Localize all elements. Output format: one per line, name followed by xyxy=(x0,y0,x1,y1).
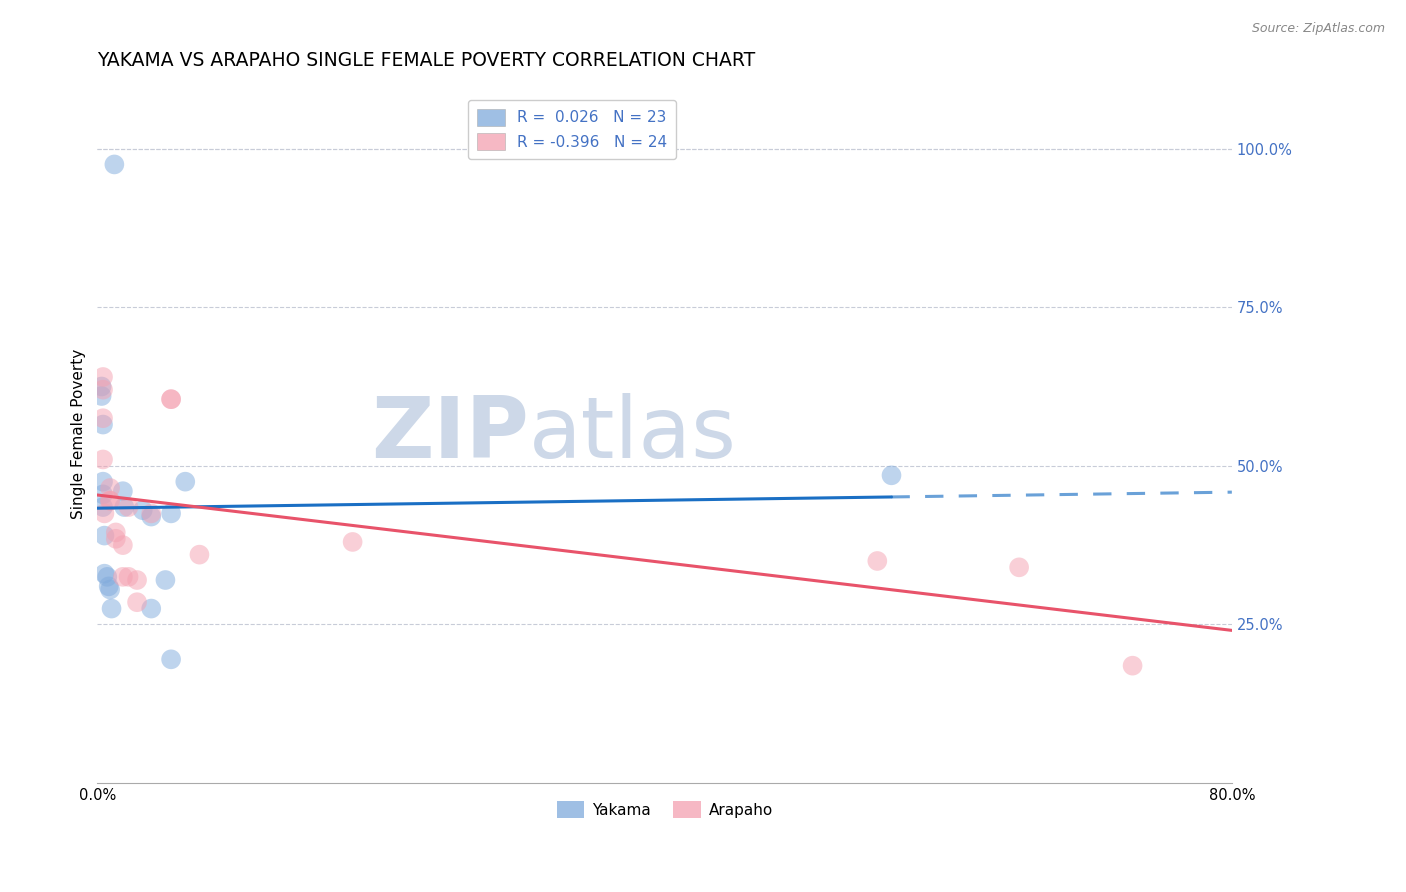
Point xyxy=(96,570,118,584)
Point xyxy=(91,452,114,467)
Point xyxy=(112,500,135,514)
Point xyxy=(342,535,364,549)
Point xyxy=(188,548,211,562)
Point xyxy=(91,487,114,501)
Point xyxy=(117,570,139,584)
Text: Source: ZipAtlas.com: Source: ZipAtlas.com xyxy=(1251,22,1385,36)
Point xyxy=(111,570,134,584)
Point xyxy=(98,481,121,495)
Point xyxy=(97,579,120,593)
Point xyxy=(141,601,163,615)
Point xyxy=(93,528,115,542)
Point xyxy=(98,493,121,508)
Text: atlas: atlas xyxy=(529,392,737,475)
Point xyxy=(141,507,163,521)
Point xyxy=(104,525,127,540)
Point xyxy=(91,475,114,489)
Point xyxy=(103,157,125,171)
Point xyxy=(98,493,121,508)
Legend: Yakama, Arapaho: Yakama, Arapaho xyxy=(550,796,779,824)
Point xyxy=(160,652,183,666)
Point xyxy=(98,582,121,597)
Point xyxy=(104,532,127,546)
Point xyxy=(93,566,115,581)
Point xyxy=(91,411,114,425)
Point xyxy=(141,509,163,524)
Y-axis label: Single Female Poverty: Single Female Poverty xyxy=(72,349,86,519)
Point xyxy=(111,484,134,499)
Point xyxy=(125,595,148,609)
Point xyxy=(1122,658,1144,673)
Point xyxy=(866,554,889,568)
Point xyxy=(160,392,183,407)
Point xyxy=(90,389,112,403)
Point xyxy=(880,468,903,483)
Point xyxy=(160,392,183,407)
Text: YAKAMA VS ARAPAHO SINGLE FEMALE POVERTY CORRELATION CHART: YAKAMA VS ARAPAHO SINGLE FEMALE POVERTY … xyxy=(97,51,755,70)
Point xyxy=(91,500,114,514)
Point xyxy=(1008,560,1031,574)
Point xyxy=(100,601,122,615)
Point xyxy=(117,500,139,514)
Point xyxy=(125,573,148,587)
Point xyxy=(91,417,114,432)
Text: ZIP: ZIP xyxy=(371,392,529,475)
Point xyxy=(111,538,134,552)
Point xyxy=(160,507,183,521)
Point xyxy=(91,383,114,397)
Point xyxy=(132,503,155,517)
Point xyxy=(155,573,177,587)
Point xyxy=(93,507,115,521)
Point xyxy=(90,379,112,393)
Point xyxy=(174,475,197,489)
Point xyxy=(91,370,114,384)
